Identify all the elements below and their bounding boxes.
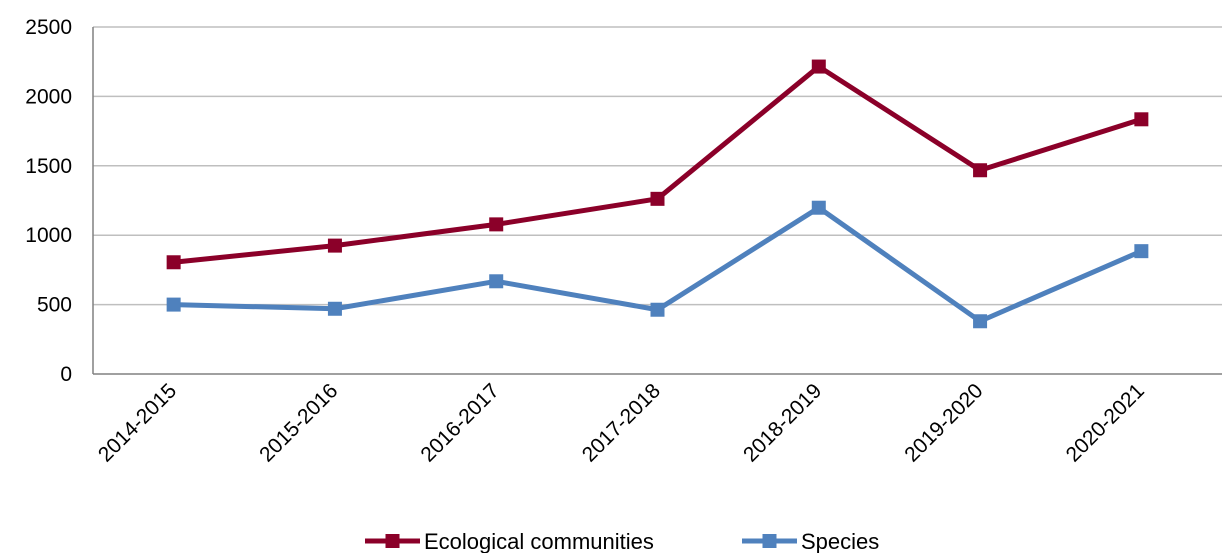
series-1 bbox=[166, 200, 1149, 329]
x-tick-label: 2016-2017 bbox=[416, 379, 503, 466]
legend-item: Ecological communities bbox=[365, 529, 654, 553]
data-point bbox=[1134, 244, 1149, 259]
data-point bbox=[973, 163, 988, 178]
x-axis-ticks: 2014-2015 2015-2016 2016-2017 2017-2018 2018… bbox=[94, 379, 1149, 466]
y-tick-label: 500 bbox=[37, 294, 72, 317]
y-tick-label: 0 bbox=[60, 363, 72, 386]
series-0 bbox=[166, 59, 1149, 270]
x-tick-label: 2015-2016 bbox=[255, 379, 342, 466]
data-point bbox=[650, 302, 665, 317]
y-tick-label: 2000 bbox=[25, 85, 72, 108]
data-point bbox=[489, 217, 504, 232]
data-point bbox=[489, 274, 504, 289]
data-point bbox=[166, 297, 181, 312]
legend-marker-swatch bbox=[385, 534, 400, 548]
legend-item: Species bbox=[742, 529, 879, 553]
x-tick-label: 2020-2021 bbox=[1062, 379, 1149, 466]
legend: Ecological communities Species bbox=[365, 529, 879, 553]
y-tick-label: 1000 bbox=[25, 224, 72, 247]
y-tick-label: 1500 bbox=[25, 155, 72, 178]
series-group bbox=[166, 59, 1149, 329]
data-point bbox=[327, 301, 342, 316]
legend-label: Ecological communities bbox=[424, 529, 654, 553]
x-tick-label: 2014-2015 bbox=[94, 379, 181, 466]
x-tick-label: 2017-2018 bbox=[578, 379, 665, 466]
data-point bbox=[811, 59, 826, 74]
x-tick-label: 2019-2020 bbox=[900, 379, 987, 466]
axes bbox=[92, 27, 1222, 375]
legend-label: Species bbox=[801, 529, 879, 553]
y-axis-ticks: 0 500 1000 1500 2000 2500 bbox=[25, 16, 72, 386]
data-point bbox=[327, 238, 342, 253]
legend-marker-swatch bbox=[762, 534, 777, 548]
data-point bbox=[973, 314, 988, 329]
y-tick-label: 2500 bbox=[25, 16, 72, 39]
data-point bbox=[811, 200, 826, 215]
x-tick-label: 2018-2019 bbox=[739, 379, 826, 466]
gridlines bbox=[93, 26, 1222, 306]
data-point bbox=[1134, 112, 1149, 127]
data-point bbox=[650, 191, 665, 206]
data-point bbox=[166, 255, 181, 270]
